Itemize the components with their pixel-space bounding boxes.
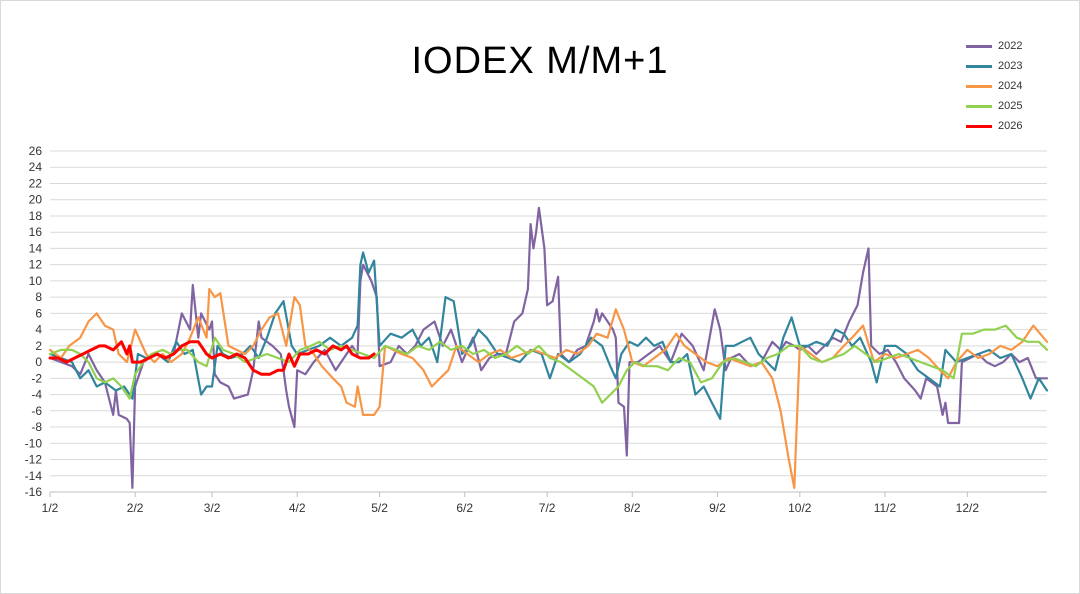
- x-tick-label: 4/2: [289, 501, 306, 515]
- legend-item-2026: 2026: [966, 116, 1022, 136]
- y-tick-label: -16: [25, 485, 43, 499]
- axes: 26242220181614121086420-2-4-6-8-10-12-14…: [25, 144, 1047, 515]
- legend-swatch-2025: [966, 104, 992, 108]
- x-tick-label: 6/2: [456, 501, 473, 515]
- y-tick-label: -12: [25, 453, 43, 467]
- legend-label-2025: 2025: [998, 100, 1023, 112]
- x-tick-label: 9/2: [709, 501, 726, 515]
- y-tick-label: 8: [35, 290, 42, 304]
- x-tick-label: 11/2: [874, 501, 897, 515]
- x-tick-label: 12/2: [956, 501, 980, 515]
- y-tick-label: 26: [29, 144, 43, 158]
- y-tick-label: 4: [35, 323, 42, 337]
- x-tick-label: 8/2: [624, 501, 641, 515]
- y-tick-label: -8: [31, 420, 42, 434]
- legend-item-2024: 2024: [966, 76, 1022, 96]
- y-tick-label: 2: [35, 339, 42, 353]
- legend-label-2023: 2023: [998, 60, 1023, 72]
- y-tick-label: 0: [35, 355, 42, 369]
- series-lines: [48, 206, 1049, 489]
- legend-label-2024: 2024: [998, 80, 1023, 92]
- y-tick-label: -4: [31, 388, 42, 402]
- y-tick-label: -14: [25, 469, 43, 483]
- legend-item-2023: 2023: [966, 56, 1022, 76]
- legend-swatch-2023: [966, 64, 992, 68]
- y-tick-label: 10: [29, 274, 43, 288]
- x-tick-label: 2/2: [127, 501, 144, 515]
- y-tick-label: 6: [35, 306, 42, 320]
- y-tick-label: 18: [29, 209, 43, 223]
- legend: 2022 2023 2024 2025 2026: [966, 36, 1022, 136]
- series-line-2022: [48, 206, 1049, 489]
- x-tick-label: 1/2: [42, 501, 59, 515]
- legend-item-2025: 2025: [966, 96, 1022, 116]
- y-tick-label: 14: [29, 241, 43, 255]
- y-tick-label: -2: [31, 371, 42, 385]
- x-tick-label: 7/2: [539, 501, 556, 515]
- legend-label-2022: 2022: [998, 40, 1023, 52]
- series-line-2026: [48, 340, 376, 376]
- legend-item-2022: 2022: [966, 36, 1022, 56]
- y-tick-label: 12: [29, 258, 43, 272]
- y-tick-label: 16: [29, 225, 43, 239]
- legend-swatch-2026: [966, 124, 992, 128]
- legend-swatch-2024: [966, 84, 992, 88]
- series-line-2025: [48, 324, 1049, 404]
- x-tick-label: 5/2: [371, 501, 388, 515]
- y-tick-label: 24: [29, 160, 43, 174]
- y-tick-label: 22: [29, 176, 43, 190]
- y-tick-label: -6: [31, 404, 42, 418]
- y-tick-label: 20: [29, 193, 43, 207]
- x-tick-label: 3/2: [204, 501, 221, 515]
- chart-title: IODEX M/M+1: [411, 40, 669, 82]
- legend-swatch-2022: [966, 44, 992, 48]
- y-tick-label: -10: [25, 436, 43, 450]
- legend-label-2026: 2026: [998, 120, 1023, 132]
- x-tick-label: 10/2: [788, 501, 812, 515]
